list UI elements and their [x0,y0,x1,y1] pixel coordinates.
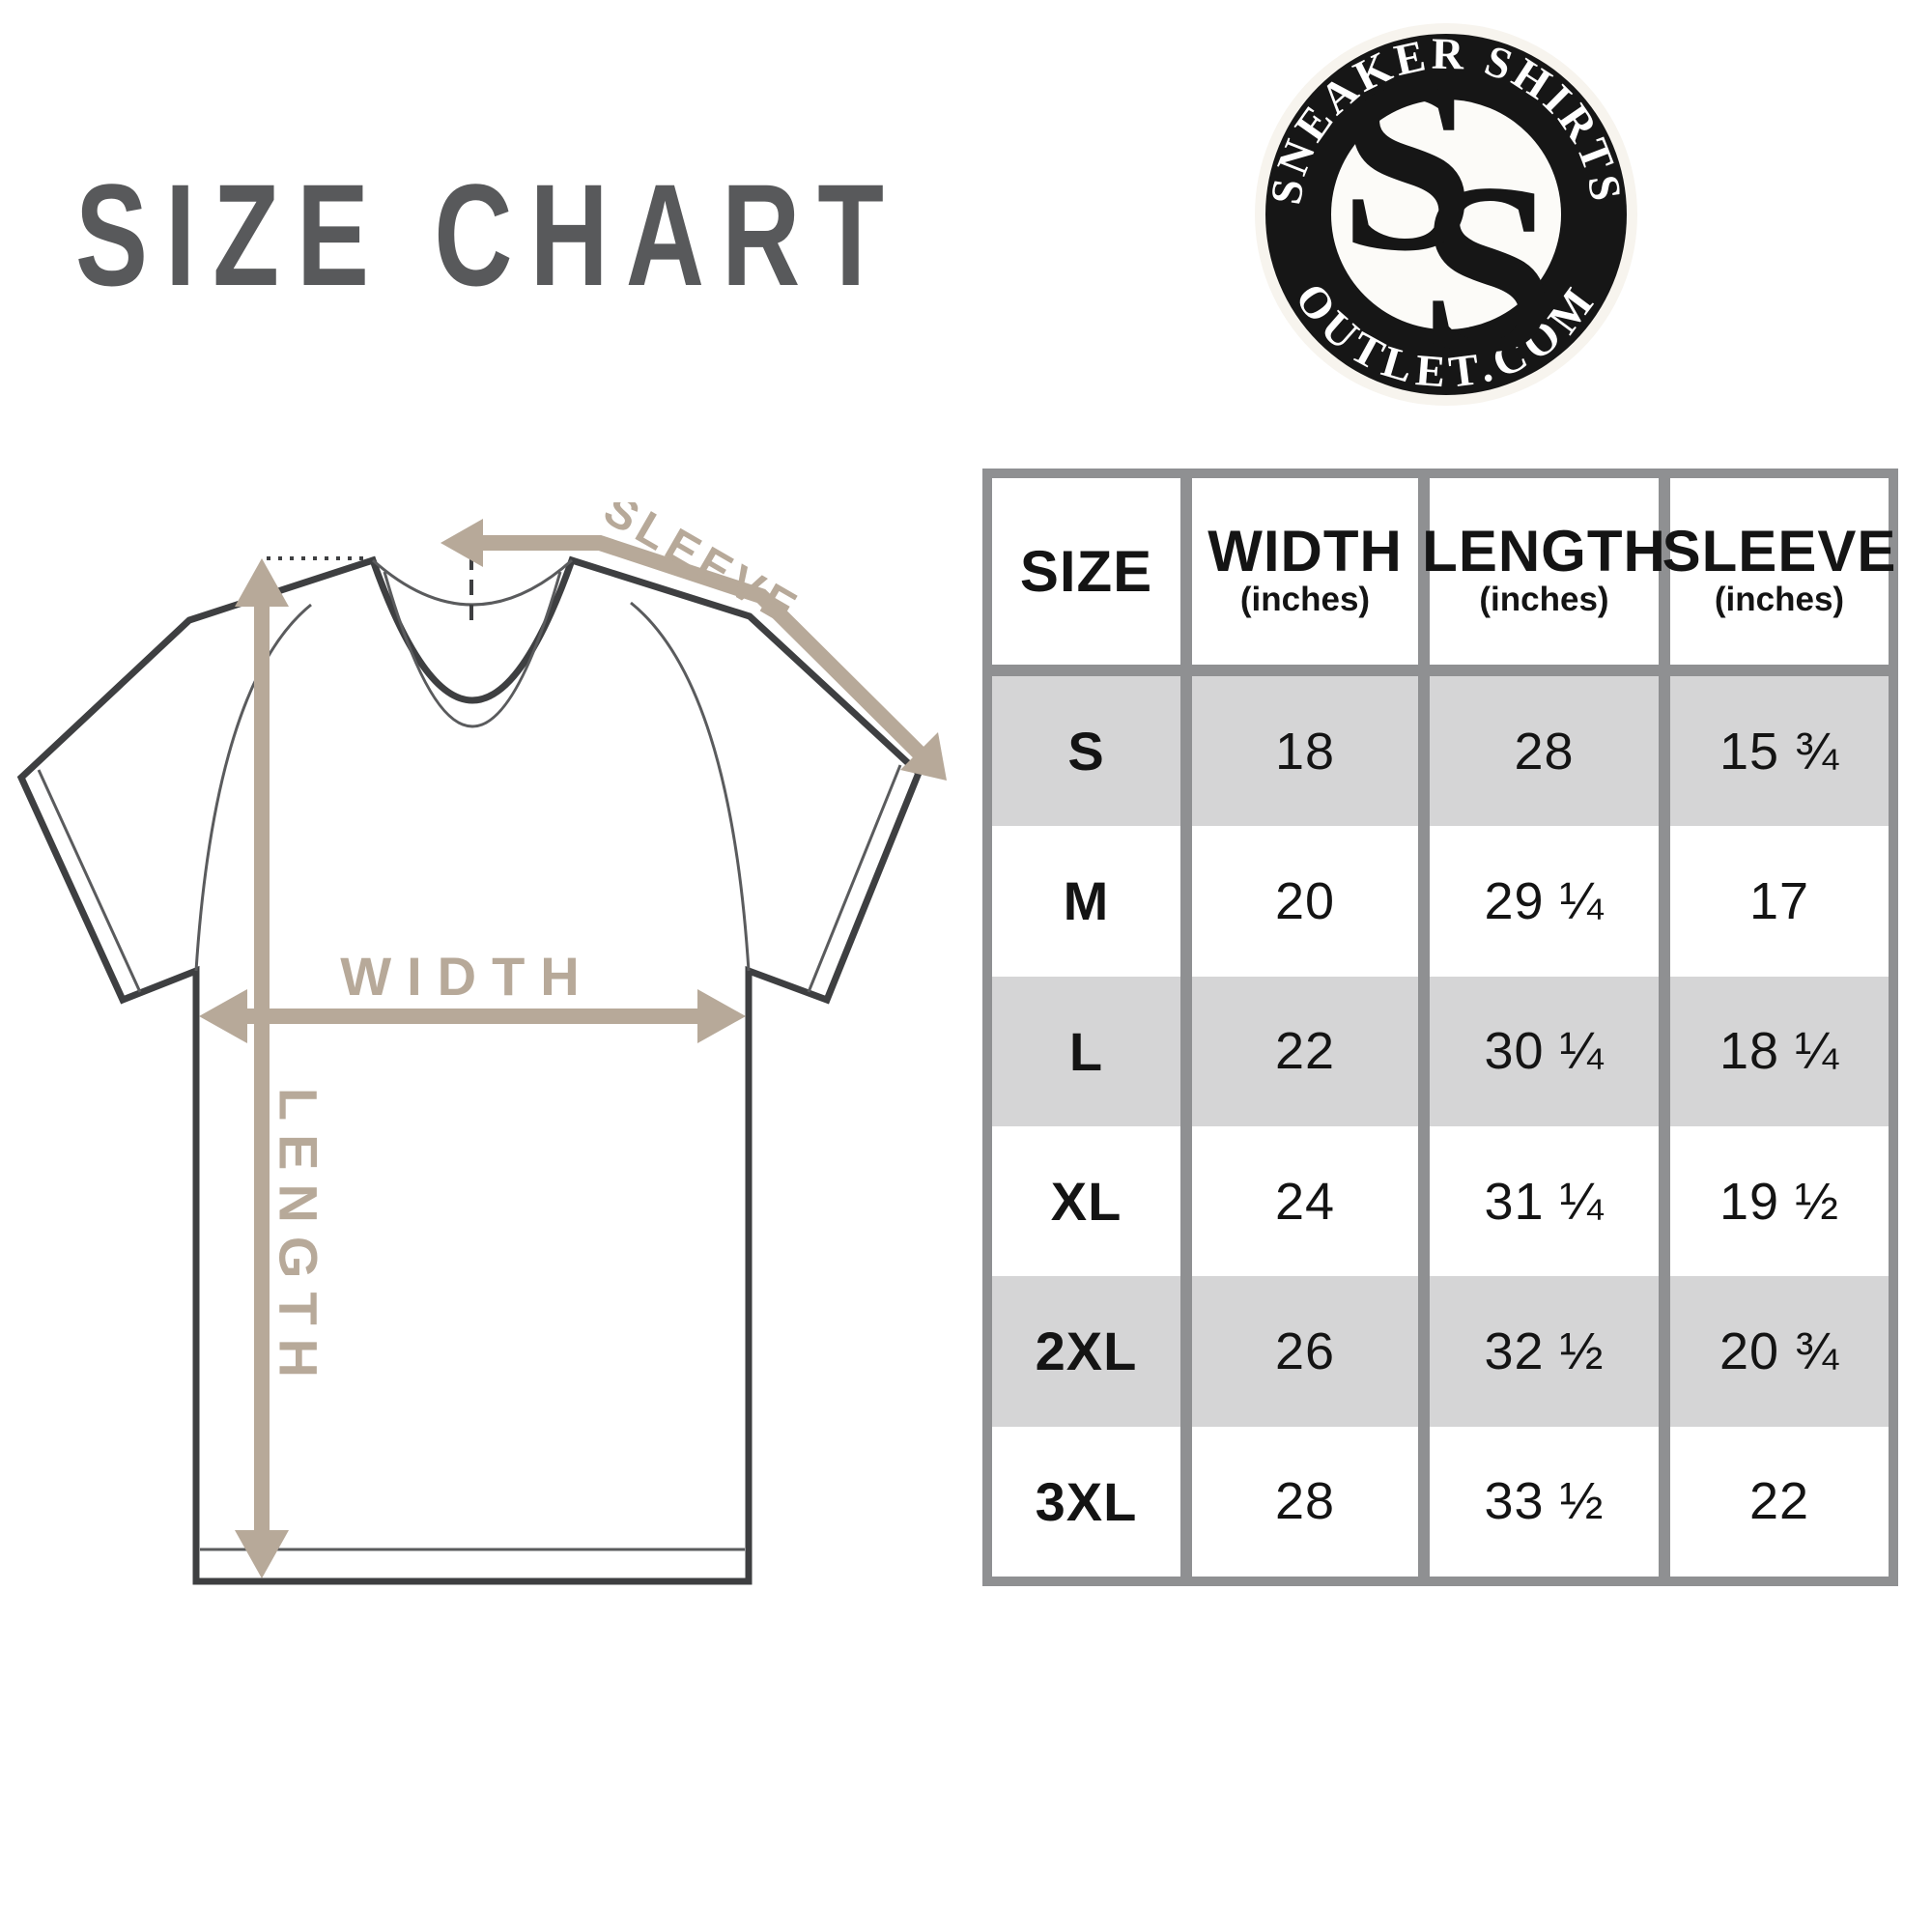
table-cell: 20 [1192,826,1418,977]
table-cell: 32 ½ [1430,1276,1659,1427]
sleeve-value: 19 ½ [1719,1172,1840,1231]
table-cell: 28 [1192,1426,1418,1577]
size-table: SIZE WIDTH (inches) LENGTH (inches) SLEE… [982,469,1898,1586]
width-value: 18 [1274,722,1336,781]
brand-logo: SNEAKER SHIRTS OUTLET.COM S S [1253,21,1639,408]
length-value: 32 ½ [1484,1321,1605,1380]
table-cell: 26 [1192,1276,1418,1427]
table-cell: 31 ¼ [1430,1125,1659,1277]
width-value: 22 [1274,1022,1336,1081]
length-value: 29 ¼ [1484,871,1605,930]
header-sleeve: SLEEVE (inches) [1662,478,1895,676]
header-length: LENGTH (inches) [1422,478,1665,676]
shirt-measurement-diagram: WIDTH LENGTH SLEEVE [16,502,947,1585]
header-label: SLEEVE [1662,519,1897,584]
size-value: S [1067,721,1105,782]
table-cell: L [992,976,1180,1126]
table-cell: XL [992,1125,1180,1277]
size-value: L [1068,1020,1104,1082]
length-value: 33 ½ [1484,1472,1605,1531]
header-size: SIZE [992,478,1180,676]
table-cell: 22 [1192,976,1418,1126]
width-value: 20 [1274,871,1336,930]
width-label: WIDTH [340,946,595,1007]
table-cell: 15 ¾ [1670,676,1889,827]
width-value: 28 [1274,1472,1336,1531]
table-cell: 19 ½ [1670,1125,1889,1277]
sleeve-value: 15 ¾ [1719,722,1840,781]
length-value: 31 ¼ [1484,1172,1605,1231]
sleeve-value: 18 ¼ [1719,1022,1840,1081]
page-title: SIZE CHART [75,154,901,316]
header-unit: (inches) [1479,581,1609,619]
table-cell: 28 [1430,676,1659,827]
size-value: 2XL [1035,1321,1138,1382]
table-cell: 22 [1670,1426,1889,1577]
shirt-outline [16,555,923,1585]
header-label: LENGTH [1422,519,1666,584]
seam-lines [37,601,902,1551]
size-value: 3XL [1035,1470,1138,1532]
size-value: M [1063,870,1110,932]
header-unit: (inches) [1714,581,1845,619]
table-cell: S [992,676,1180,827]
width-value: 24 [1274,1172,1336,1231]
table-cell: 2XL [992,1276,1180,1427]
sleeve-value: 20 ¾ [1719,1321,1840,1380]
table-cell: 20 ¾ [1670,1276,1889,1427]
length-label: LENGTH [269,1088,329,1391]
length-arrow [235,558,289,1578]
header-width: WIDTH (inches) [1192,478,1418,676]
width-arrow [199,989,746,1043]
table-cell: 17 [1670,826,1889,977]
header-label: SIZE [1019,538,1153,604]
size-value: XL [1050,1171,1122,1233]
table-cell: 30 ¼ [1430,976,1659,1126]
table-cell: 24 [1192,1125,1418,1277]
header-label: WIDTH [1208,519,1403,584]
header-unit: (inches) [1239,581,1371,619]
monogram-s-front: S [1340,31,1475,301]
table-cell: M [992,826,1180,977]
sleeve-value: 17 [1748,871,1810,930]
length-value: 30 ¼ [1484,1022,1605,1081]
monogram-s-back: S [1420,132,1555,403]
table-cell: 3XL [992,1426,1180,1577]
table-cell: 29 ¼ [1430,826,1659,977]
sleeve-value: 22 [1748,1472,1810,1531]
table-cell: 18 [1192,676,1418,827]
table-cell: 33 ½ [1430,1426,1659,1577]
length-value: 28 [1514,722,1575,781]
sleeve-arrow [440,519,947,781]
brand-badge-icon: SNEAKER SHIRTS OUTLET.COM S S [1255,23,1637,406]
width-value: 26 [1274,1321,1336,1380]
logo-monogram: S S [1340,31,1555,403]
table-cell: 18 ¼ [1670,976,1889,1126]
